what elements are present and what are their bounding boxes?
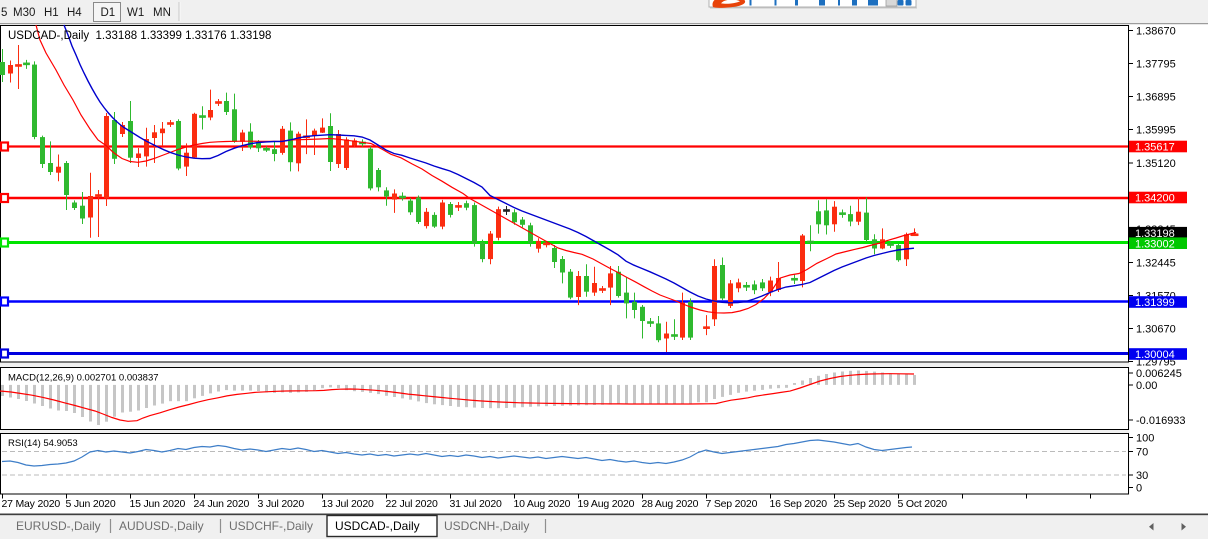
svg-text:-0.016933: -0.016933 (1136, 415, 1186, 427)
svg-text:0: 0 (1136, 483, 1142, 495)
svg-text:1.30004: 1.30004 (1135, 349, 1175, 361)
svg-text:USDCAD-,Daily 1.33188 1.33399: USDCAD-,Daily 1.33188 1.33399 1.33176 1.… (8, 30, 271, 42)
svg-text:1.30670: 1.30670 (1136, 324, 1176, 336)
svg-text:0.00: 0.00 (1136, 380, 1157, 392)
svg-text:D1: D1 (101, 7, 116, 19)
svg-text:15 Jun 2020: 15 Jun 2020 (130, 498, 186, 510)
svg-text:10 Aug 2020: 10 Aug 2020 (514, 498, 571, 510)
svg-text:1.35120: 1.35120 (1136, 158, 1176, 170)
svg-text:100: 100 (1136, 433, 1154, 445)
svg-text:H4: H4 (67, 7, 82, 19)
svg-text:19 Aug 2020: 19 Aug 2020 (578, 498, 635, 510)
svg-text:RSI(14) 54.9053: RSI(14) 54.9053 (8, 438, 78, 449)
svg-text:16 Sep 2020: 16 Sep 2020 (770, 498, 828, 510)
svg-text:USDCAD-,Daily: USDCAD-,Daily (335, 519, 420, 533)
svg-text:AUDUSD-,Daily: AUDUSD-,Daily (119, 519, 204, 533)
svg-text:1.35617: 1.35617 (1135, 142, 1175, 154)
svg-text:22 Jul 2020: 22 Jul 2020 (386, 498, 438, 510)
svg-text:5 Jun 2020: 5 Jun 2020 (66, 498, 116, 510)
svg-text:30: 30 (1136, 470, 1148, 482)
svg-text:25 Sep 2020: 25 Sep 2020 (834, 498, 892, 510)
svg-text:24 Jun 2020: 24 Jun 2020 (194, 498, 250, 510)
svg-text:H1: H1 (44, 7, 59, 19)
svg-text:M30: M30 (13, 7, 35, 19)
svg-text:1.31399: 1.31399 (1135, 297, 1175, 309)
svg-text:5 Oct 2020: 5 Oct 2020 (898, 498, 948, 510)
svg-text:27 May 2020: 27 May 2020 (2, 498, 61, 510)
svg-text:1.34200: 1.34200 (1135, 193, 1175, 205)
svg-text:MN: MN (153, 7, 171, 19)
svg-text:MACD(12,26,9) 0.002701 0.00383: MACD(12,26,9) 0.002701 0.003837 (8, 373, 159, 384)
svg-text:0.006245: 0.006245 (1136, 368, 1182, 380)
svg-text:W1: W1 (127, 7, 144, 19)
svg-text:USDCNH-,Daily: USDCNH-,Daily (444, 519, 529, 533)
svg-text:1.33198: 1.33198 (1135, 228, 1175, 240)
svg-text:1.37795: 1.37795 (1136, 59, 1176, 71)
svg-text:1.38670: 1.38670 (1136, 26, 1176, 38)
svg-text:EURUSD-,Daily: EURUSD-,Daily (16, 519, 101, 533)
svg-text:7 Sep 2020: 7 Sep 2020 (706, 498, 758, 510)
svg-text:28 Aug 2020: 28 Aug 2020 (642, 498, 699, 510)
svg-text:31 Jul 2020: 31 Jul 2020 (450, 498, 502, 510)
svg-text:3 Jul 2020: 3 Jul 2020 (258, 498, 305, 510)
svg-text:1.36895: 1.36895 (1136, 92, 1176, 104)
svg-text:70: 70 (1136, 447, 1148, 459)
svg-text:13 Jul 2020: 13 Jul 2020 (322, 498, 374, 510)
svg-text:5: 5 (1, 7, 7, 19)
svg-text:1.33002: 1.33002 (1135, 238, 1175, 250)
svg-text:1.35995: 1.35995 (1136, 125, 1176, 137)
svg-text:1.32445: 1.32445 (1136, 258, 1176, 270)
svg-text:USDCHF-,Daily: USDCHF-,Daily (229, 519, 313, 533)
